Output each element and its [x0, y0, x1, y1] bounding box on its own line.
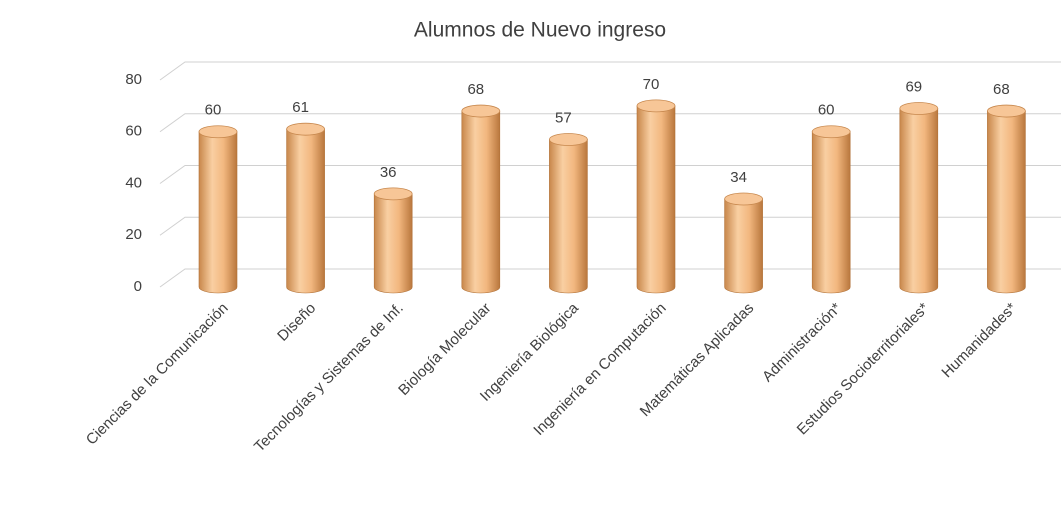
- value-label: 61: [292, 99, 309, 116]
- grid-line: [159, 113, 1061, 133]
- x-tick-label: Administración*: [759, 300, 845, 386]
- y-tick-label: 20: [125, 226, 142, 243]
- x-tick-label: Ciencias de la Comunicación: [83, 300, 232, 449]
- value-label: 34: [730, 169, 747, 186]
- y-tick-label: 0: [134, 278, 142, 295]
- bar: [724, 192, 763, 294]
- x-tick-label: Humanidades*: [938, 300, 1020, 382]
- bar: [811, 125, 851, 294]
- bar: [373, 187, 413, 294]
- grid-line: [159, 61, 1061, 81]
- y-tick-label: 40: [125, 174, 142, 191]
- bar: [461, 104, 501, 294]
- bar: [636, 99, 676, 294]
- grid-line: [159, 165, 1061, 184]
- value-label: 60: [205, 102, 222, 119]
- y-tick-label: 60: [125, 123, 142, 140]
- x-tick-label: Diseño: [274, 300, 319, 345]
- y-tick-label: 80: [125, 71, 142, 88]
- value-label: 57: [555, 109, 572, 126]
- bar: [549, 133, 588, 294]
- x-tick-label: Ingeniería Biológica: [477, 299, 583, 405]
- bar: [198, 125, 238, 294]
- grid-line: [159, 268, 1061, 288]
- x-tick-label: Tecnologías y Sistemas de Inf.: [251, 300, 407, 456]
- value-label: 70: [643, 76, 660, 93]
- grid-line: [159, 216, 1061, 236]
- bar: [899, 102, 939, 294]
- bar: [286, 122, 326, 294]
- bar: [987, 104, 1026, 294]
- value-label: 69: [905, 78, 922, 95]
- x-tick-label: Biología Molecular: [395, 300, 494, 399]
- value-label: 68: [993, 81, 1010, 98]
- value-label: 68: [467, 81, 484, 98]
- value-label: 60: [818, 102, 835, 119]
- value-label: 36: [380, 164, 397, 181]
- chart-title: Alumnos de Nuevo ingreso: [414, 19, 666, 42]
